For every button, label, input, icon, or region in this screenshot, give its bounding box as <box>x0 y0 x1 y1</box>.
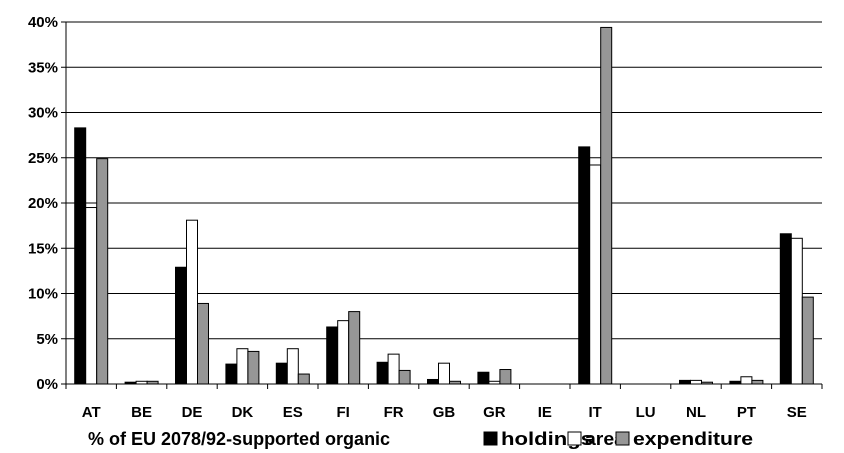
y-tick-label: 30% <box>28 105 58 122</box>
bar-expenditure-GR <box>499 369 512 385</box>
bar-expenditure-SE <box>801 296 814 385</box>
x-tick-label: NL <box>686 404 706 421</box>
bar-holdings-IT <box>578 146 591 385</box>
y-tick-label: 35% <box>28 59 58 76</box>
y-axis-ticks: 0% 5% 10% 15% 20% 25% 30% 35% 40% <box>28 14 66 393</box>
bar-holdings-DK <box>225 363 238 385</box>
x-tick-label: IE <box>538 404 552 421</box>
x-axis-ticks: AT BE DE DK ES FI FR GB GR IE IT LU NL PT SE <box>65 384 823 421</box>
x-tick-label: AT <box>82 404 101 421</box>
legend-swatch-area <box>567 431 582 446</box>
legend-label-expenditure: expenditure <box>633 429 753 449</box>
bar-area-FI <box>337 320 350 385</box>
bar-area-FR <box>387 353 400 385</box>
y-tick-label: 0% <box>36 376 58 393</box>
bar-expenditure-FR <box>398 369 411 385</box>
bar-holdings-DE <box>175 266 187 385</box>
x-tick-label: GB <box>433 404 456 421</box>
bar-holdings-AT <box>74 127 87 385</box>
y-tick-label: 25% <box>28 150 58 167</box>
bar-area-DK <box>236 348 249 385</box>
x-tick-label: ES <box>283 404 303 421</box>
y-tick-label: 5% <box>36 331 58 348</box>
bar-holdings-FI <box>326 326 339 385</box>
x-tick-label: DK <box>232 404 254 421</box>
x-tick-label: PT <box>737 404 756 421</box>
bar-holdings-GR <box>477 371 490 385</box>
bar-expenditure-FI <box>348 311 361 385</box>
x-tick-label: IT <box>589 404 602 421</box>
bar-area-IT <box>589 164 602 385</box>
bar-holdings-GB <box>427 378 439 385</box>
y-tick-label: 40% <box>28 14 58 31</box>
bar-expenditure-DE <box>197 302 209 385</box>
bar-holdings-NL <box>679 379 691 385</box>
bar-expenditure-ES <box>297 373 310 385</box>
bars <box>74 26 814 385</box>
bar-holdings-ES <box>275 362 288 385</box>
bar-holdings-FR <box>376 361 389 385</box>
bar-holdings-SE <box>779 233 792 385</box>
x-axis-title: % of EU 2078/92-supported organic <box>88 429 390 449</box>
legend-swatch-holdings <box>483 431 498 446</box>
x-tick-label: BE <box>131 404 152 421</box>
y-tick-label: 20% <box>28 195 58 212</box>
bar-expenditure-DK <box>247 350 260 385</box>
bar-expenditure-IT <box>600 26 613 385</box>
x-tick-label: FI <box>337 404 350 421</box>
bar-area-SE <box>790 237 803 385</box>
bar-expenditure-PT <box>751 379 764 385</box>
x-tick-label: DE <box>182 404 203 421</box>
x-tick-label: LU <box>636 404 656 421</box>
legend: % of EU 2078/92-supported organic holdin… <box>88 429 753 449</box>
legend-swatch-expenditure <box>615 431 630 446</box>
x-tick-label: SE <box>787 404 807 421</box>
y-tick-label: 10% <box>28 286 58 303</box>
y-tick-label: 15% <box>28 240 58 257</box>
bar-expenditure-AT <box>96 158 109 385</box>
bar-area-ES <box>286 348 299 385</box>
bar-area-DE <box>186 219 198 385</box>
bar-area-GB <box>438 362 450 385</box>
bar-area-PT <box>740 376 753 385</box>
bar-area-NL <box>690 379 702 385</box>
x-tick-label: GR <box>483 404 506 421</box>
bar-area-AT <box>85 207 98 385</box>
x-tick-label: FR <box>384 404 404 421</box>
